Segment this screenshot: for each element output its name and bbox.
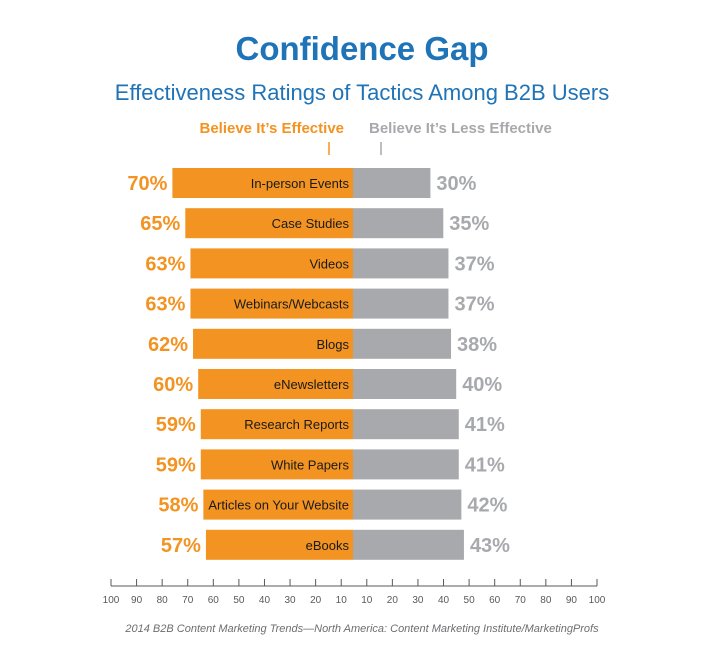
axis-tick-label: 90 [131,595,143,606]
bar-less-effective [353,449,459,480]
value-label-less-effective: 41% [465,414,505,436]
axis-tick-label: 80 [157,595,169,606]
bar-less-effective [353,369,457,399]
category-label: eNewsletters [274,377,350,392]
value-label-less-effective: 43% [470,535,510,557]
value-label-less-effective: 40% [462,374,502,396]
value-label-less-effective: 30% [436,173,476,195]
value-label-less-effective: 37% [454,253,494,275]
value-label-effective: 65% [140,213,180,235]
axis-tick-label: 30 [284,595,296,606]
axis-tick-label: 60 [208,595,220,606]
bar-less-effective [353,208,444,239]
axis-tick-label: 30 [412,595,424,606]
value-label-effective: 59% [156,414,196,436]
x-axis: 100 90 80 70 60 50 40 30 20 10 10 20 30 40 50 60 70 80 90 1… [103,579,606,606]
bar-less-effective [353,168,431,198]
category-label: Research Reports [244,417,349,432]
axis-tick-label: 40 [259,595,271,606]
category-label: Articles on Your Website [208,498,349,513]
bar-less-effective [353,248,449,279]
axis-tick-label: 10 [336,595,348,606]
value-label-less-effective: 37% [454,294,494,316]
bar-less-effective [353,529,464,560]
category-label: Case Studies [272,216,350,231]
value-label-less-effective: 42% [467,495,507,517]
chart-subtitle: Effectiveness Ratings of Tactics Among B… [114,80,610,105]
axis-tick-label: 10 [361,595,373,606]
bar-less-effective [353,489,462,520]
category-label: Videos [309,256,349,271]
bar-effective [198,369,353,399]
value-label-effective: 58% [158,495,198,517]
legend-less-effective: Believe It’s Less Effective [369,120,552,137]
bar-effective [205,529,353,560]
axis-tick-label: 100 [103,595,120,606]
category-label: White Papers [271,457,350,472]
source-note: 2014 B2B Content Marketing Trends—North … [125,623,599,635]
bar-less-effective [353,328,452,359]
value-label-effective: 59% [156,454,196,476]
axis-tick-label: 80 [540,595,552,606]
chart-title: Confidence Gap [235,30,489,67]
bar-effective [193,328,353,359]
axis-tick-label: 50 [464,595,476,606]
category-label: Webinars/Webcasts [234,297,350,312]
category-label: eBooks [306,538,350,553]
bar-effective [190,288,353,319]
bar-effective [203,489,353,520]
bar-effective [190,248,353,279]
bar-effective [185,208,353,239]
value-label-less-effective: 35% [449,213,489,235]
axis-tick-label: 90 [566,595,578,606]
bar-less-effective [353,409,459,440]
axis-tick-label: 70 [182,595,194,606]
axis-tick-label: 40 [438,595,450,606]
value-label-effective: 60% [153,374,193,396]
category-label: In-person Events [251,176,350,191]
axis-tick-label: 100 [589,595,606,606]
value-label-less-effective: 41% [465,454,505,476]
value-label-effective: 63% [145,253,185,275]
axis-tick-label: 60 [489,595,501,606]
axis-tick-label: 20 [310,595,322,606]
value-label-less-effective: 38% [457,334,497,356]
bar-effective [200,449,353,480]
value-label-effective: 62% [148,334,188,356]
legend-effective: Believe It’s Effective [199,120,344,137]
value-label-effective: 70% [127,173,167,195]
value-label-effective: 63% [145,294,185,316]
bars-group: In-person Events 70% 30% Case Studies 65% 35%… [127,168,510,560]
value-label-effective: 57% [161,535,201,557]
bar-effective [200,409,353,440]
axis-tick-label: 20 [387,595,399,606]
axis-tick-label: 70 [515,595,527,606]
bar-effective [172,168,353,198]
axis-tick-label: 50 [233,595,245,606]
category-label: Blogs [316,337,349,352]
bar-less-effective [353,288,449,319]
